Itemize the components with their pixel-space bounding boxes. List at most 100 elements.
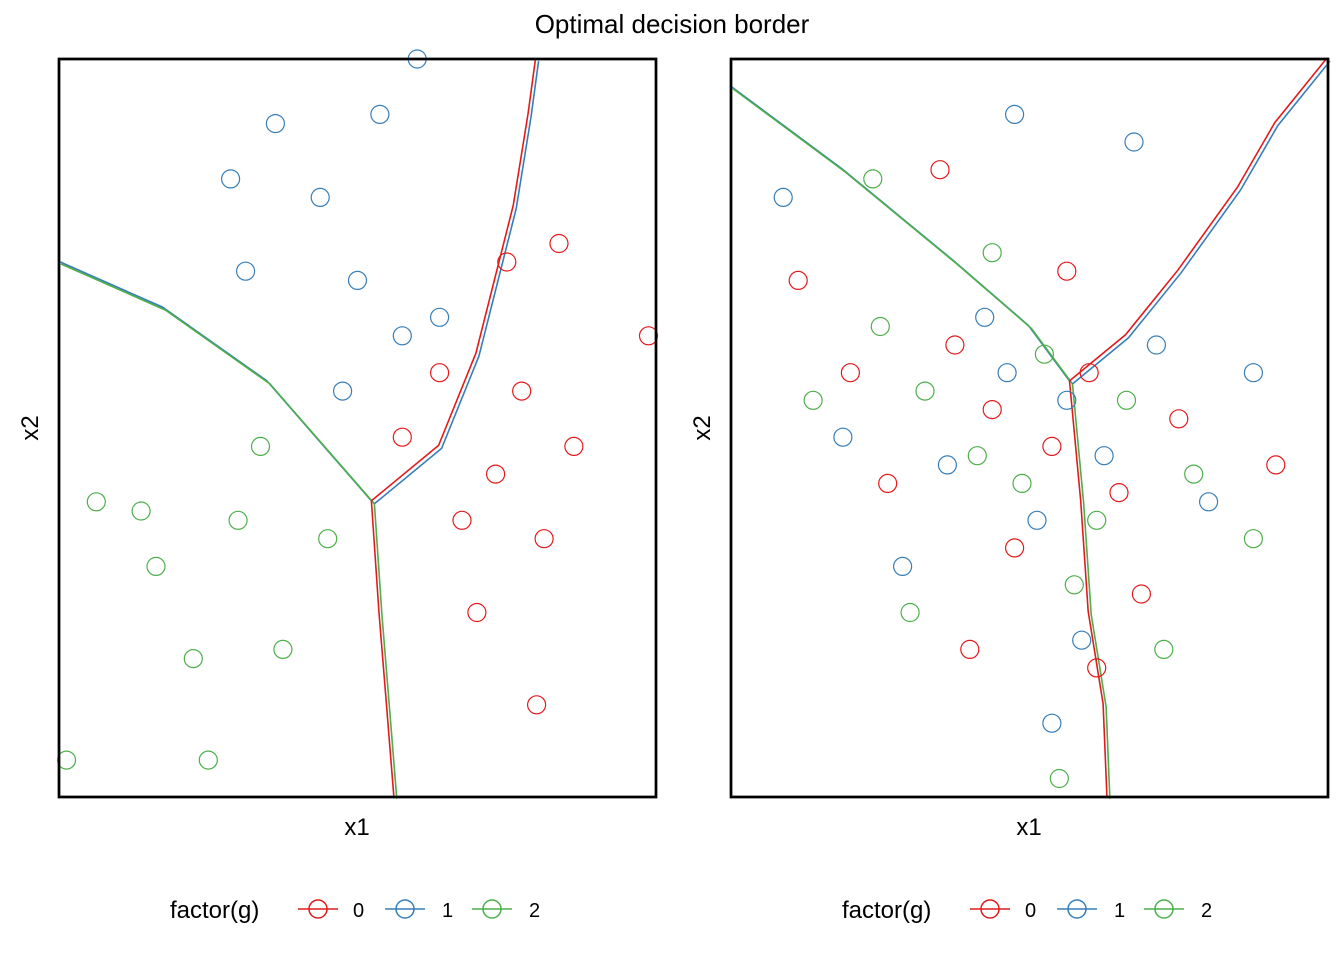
decision-boundaries-right bbox=[729, 57, 1331, 800]
point-g0-11-right bbox=[1131, 584, 1152, 604]
point-g0-10-left bbox=[526, 695, 547, 715]
point-g2-4-left bbox=[146, 556, 166, 577]
boundary-1-2-line-1-left bbox=[60, 263, 376, 505]
point-g2-14-right bbox=[1049, 768, 1069, 789]
plot-frame-right bbox=[729, 57, 1330, 799]
point-g2-1-left bbox=[131, 501, 151, 521]
point-g1-15-right bbox=[1042, 713, 1062, 733]
legend-key-0-left bbox=[298, 899, 338, 919]
legend-label-0-left: 0 bbox=[353, 900, 364, 922]
x-axis-label-right: x1 bbox=[1016, 814, 1041, 841]
legend-right: factor(g) 0 1 2 bbox=[842, 897, 1212, 924]
point-g0-10-right bbox=[840, 363, 861, 383]
point-g2-10-right bbox=[803, 390, 823, 410]
point-g1-1-right bbox=[1057, 390, 1077, 410]
plot-frame-left bbox=[57, 57, 658, 799]
point-g2-4-right bbox=[1012, 473, 1032, 493]
point-g2-2-left bbox=[183, 648, 203, 669]
plot-border-right bbox=[729, 57, 1330, 799]
point-g2-9-left bbox=[56, 750, 77, 770]
point-g1-3-right bbox=[1094, 446, 1114, 466]
point-g1-5-left bbox=[430, 307, 450, 327]
point-g0-4-left bbox=[534, 529, 554, 549]
boundary-0-2-line-1-left bbox=[373, 503, 398, 800]
point-g1-7-right bbox=[892, 556, 913, 577]
point-g0-13-right bbox=[1266, 455, 1286, 475]
boundary-1-2-line-1-right bbox=[732, 88, 1074, 385]
point-g1-7-left bbox=[221, 169, 241, 189]
boundary-0-1-line-1-left bbox=[373, 60, 540, 505]
point-g2-0-left bbox=[228, 510, 248, 530]
point-g0-2-left bbox=[512, 381, 532, 401]
point-g1-6-left bbox=[333, 381, 353, 401]
point-g0-6-left bbox=[497, 252, 517, 272]
point-g1-5-right bbox=[975, 307, 995, 327]
legend-label-0-right: 0 bbox=[1025, 900, 1036, 922]
point-g1-2-left bbox=[392, 326, 412, 346]
point-g0-9-left bbox=[467, 602, 487, 623]
points-right bbox=[773, 104, 1286, 789]
point-g1-8-left bbox=[236, 261, 256, 281]
plot-border-left bbox=[57, 57, 658, 799]
point-g1-6-right bbox=[1146, 335, 1167, 355]
legend-key-2-right bbox=[1144, 899, 1184, 919]
panel-right: x1 x2 factor(g) 0 1 2 bbox=[689, 57, 1331, 924]
point-g1-8-right bbox=[1072, 630, 1092, 650]
point-g1-12-right bbox=[1124, 132, 1144, 152]
y-axis-label-left: x2 bbox=[17, 415, 44, 440]
point-g0-11-left bbox=[392, 427, 412, 447]
point-g0-1-left bbox=[564, 436, 584, 456]
decision-boundaries-left bbox=[57, 57, 540, 800]
point-g2-9-right bbox=[1184, 464, 1204, 484]
point-g1-4-right bbox=[1027, 510, 1047, 530]
point-g1-1-left bbox=[310, 187, 330, 207]
legend-left: factor(g) 0 1 2 bbox=[170, 897, 540, 924]
x-axis-label-left: x1 bbox=[344, 814, 369, 841]
point-g2-15-right bbox=[1243, 529, 1264, 549]
point-g2-13-right bbox=[863, 169, 883, 189]
legend-title-right: factor(g) bbox=[842, 897, 931, 924]
point-g0-0-left bbox=[486, 464, 506, 484]
point-g0-6-right bbox=[878, 473, 898, 493]
point-g2-3-right bbox=[1087, 510, 1107, 530]
point-g0-8-right bbox=[960, 639, 980, 660]
point-g1-4-left bbox=[370, 104, 390, 125]
points-left bbox=[56, 49, 659, 770]
point-g0-8-left bbox=[549, 233, 569, 254]
point-g0-9-right bbox=[1169, 409, 1189, 429]
legend-key-2-left bbox=[472, 899, 512, 919]
point-g0-12-right bbox=[788, 270, 808, 290]
point-g0-7-left bbox=[638, 326, 659, 346]
legend-title-left: factor(g) bbox=[170, 897, 259, 924]
point-g2-7-right bbox=[1064, 575, 1084, 595]
boundary-0-2-line-0-left bbox=[370, 500, 395, 797]
point-g1-13-right bbox=[1243, 363, 1264, 383]
legend-key-1-right bbox=[1057, 899, 1097, 919]
point-g2-5-left bbox=[250, 436, 271, 456]
point-g2-2-right bbox=[915, 381, 935, 401]
point-g1-2-right bbox=[937, 455, 958, 475]
point-g0-5-left bbox=[430, 363, 450, 383]
point-g2-0-right bbox=[967, 446, 987, 466]
y-axis-label-right: x2 bbox=[689, 415, 716, 440]
legend-label-2-right: 2 bbox=[1201, 900, 1212, 922]
point-g0-1-right bbox=[1042, 436, 1062, 456]
boundary-0-1-line-0-left bbox=[370, 57, 537, 502]
point-g2-11-right bbox=[982, 243, 1002, 263]
point-g0-2-right bbox=[945, 335, 965, 355]
point-g1-14-right bbox=[773, 187, 793, 207]
point-g2-8-right bbox=[900, 602, 920, 623]
point-g2-6-right bbox=[870, 316, 890, 337]
point-g2-5-right bbox=[1116, 390, 1137, 410]
boundary-0-1-line-0-right bbox=[1068, 57, 1328, 382]
point-g1-0-right bbox=[997, 363, 1017, 383]
legend-label-1-right: 1 bbox=[1114, 900, 1125, 922]
point-g1-3-left bbox=[265, 113, 285, 134]
point-g0-5-right bbox=[1109, 483, 1129, 503]
point-g0-3-left bbox=[452, 510, 472, 530]
boundary-0-2-line-1-right bbox=[1071, 383, 1111, 800]
point-g2-12-right bbox=[1154, 639, 1174, 660]
point-g2-8-left bbox=[198, 750, 218, 770]
legend-label-2-left: 2 bbox=[529, 900, 540, 922]
point-g2-6-left bbox=[318, 529, 338, 549]
